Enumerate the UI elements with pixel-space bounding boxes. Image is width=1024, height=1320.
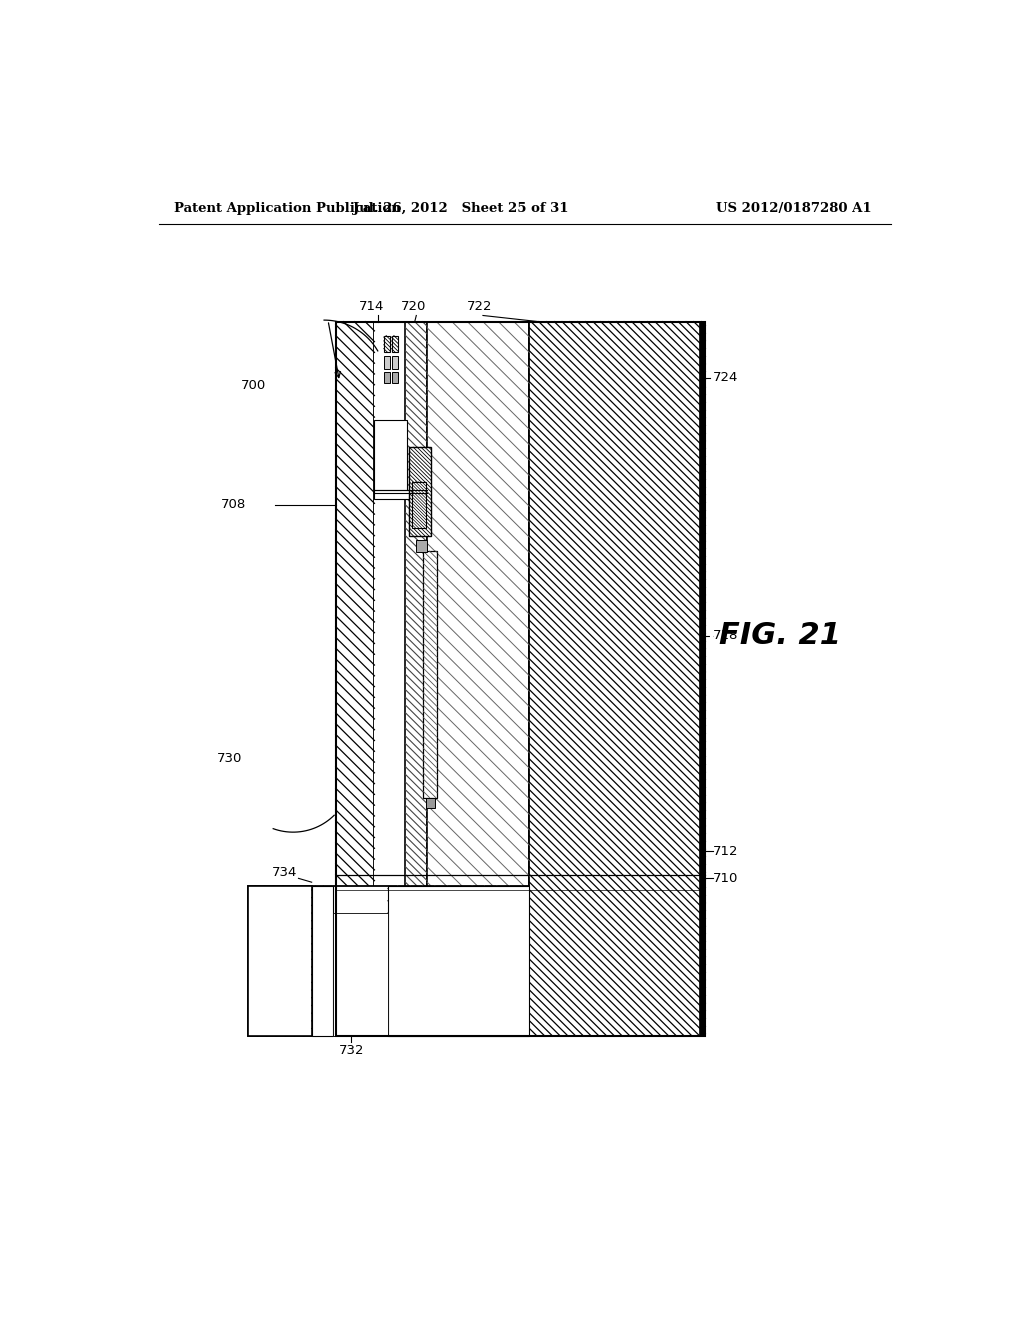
Bar: [375, 420, 407, 494]
Bar: [423, 552, 437, 797]
Text: 722: 722: [467, 300, 493, 313]
Text: 724: 724: [713, 371, 738, 384]
Text: 730: 730: [217, 752, 243, 766]
Bar: [413, 482, 426, 528]
Bar: [427, 322, 529, 1036]
Bar: [248, 886, 529, 1036]
Bar: [417, 540, 427, 552]
Bar: [375, 490, 414, 499]
Bar: [336, 322, 706, 1036]
Bar: [384, 335, 390, 352]
Text: 734: 734: [271, 866, 297, 879]
Bar: [391, 355, 397, 370]
Bar: [388, 886, 529, 1036]
Bar: [391, 335, 397, 352]
Bar: [336, 322, 375, 1036]
Bar: [391, 372, 397, 383]
Text: 712: 712: [713, 845, 738, 858]
Text: US 2012/0187280 A1: US 2012/0187280 A1: [717, 202, 872, 215]
Bar: [406, 322, 427, 1036]
Text: 714: 714: [358, 300, 384, 313]
Bar: [699, 322, 706, 1036]
Text: 708: 708: [221, 499, 246, 511]
Bar: [529, 322, 706, 1036]
Text: Patent Application Publication: Patent Application Publication: [174, 202, 401, 215]
Text: 710: 710: [713, 871, 738, 884]
Bar: [384, 372, 390, 383]
Bar: [410, 447, 431, 536]
Text: 718: 718: [713, 630, 738, 643]
Bar: [311, 886, 334, 1036]
Bar: [375, 322, 407, 1036]
Text: 732: 732: [339, 1044, 364, 1056]
Text: Jul. 26, 2012   Sheet 25 of 31: Jul. 26, 2012 Sheet 25 of 31: [353, 202, 569, 215]
Text: 700: 700: [241, 379, 265, 392]
Bar: [311, 886, 334, 1036]
Bar: [334, 913, 388, 1036]
Bar: [426, 797, 435, 808]
Text: 720: 720: [400, 300, 426, 313]
Bar: [384, 355, 390, 370]
Bar: [248, 886, 311, 1036]
Text: FIG. 21: FIG. 21: [719, 622, 841, 651]
